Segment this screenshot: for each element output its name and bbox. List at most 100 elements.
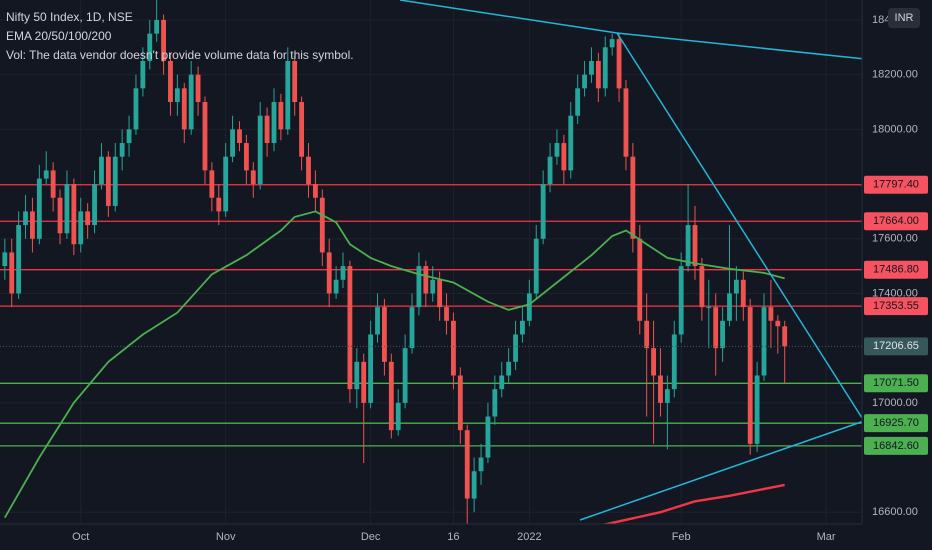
currency-label[interactable]: INR: [895, 12, 914, 24]
candle-body: [520, 320, 525, 335]
candle-body: [685, 225, 691, 267]
candle-body: [526, 293, 532, 321]
y-tick-label: 17600.00: [872, 233, 918, 245]
grid: [0, 0, 862, 524]
candle-body: [561, 143, 567, 171]
candle-body: [216, 197, 222, 212]
candle-body: [457, 375, 463, 431]
axes: 18400.0018200.0018000.0017600.0017400.00…: [72, 14, 928, 543]
candle-body: [278, 102, 284, 130]
candle-body: [485, 416, 491, 458]
candle-body: [761, 307, 767, 376]
candle-body: [747, 307, 753, 444]
candle-body: [368, 334, 374, 403]
candle-body: [423, 266, 429, 294]
candle-body: [575, 88, 581, 116]
candle-body: [727, 293, 732, 321]
candle-body: [285, 60, 291, 130]
candle-body: [306, 156, 311, 185]
candle-body: [140, 60, 146, 89]
level-label: 17353.55: [873, 300, 919, 312]
candle-body: [733, 279, 739, 294]
candle-body: [23, 211, 28, 226]
candle-body: [395, 402, 401, 431]
level-label-box: [864, 175, 928, 194]
candle-body: [2, 252, 8, 267]
candle-body: [195, 74, 201, 103]
level-label-box: [864, 297, 928, 316]
candle-body: [713, 307, 719, 349]
candle-body: [340, 266, 346, 280]
candle-body: [651, 348, 656, 376]
candle-body: [658, 375, 663, 403]
level-label-box: [864, 260, 928, 279]
candle-body: [616, 39, 622, 89]
candle-body: [133, 88, 139, 130]
candle-body: [381, 307, 387, 362]
currency-button[interactable]: [888, 8, 920, 28]
candle-body: [16, 225, 22, 294]
candle-body: [99, 156, 104, 185]
last-price-label: 17206.65: [873, 340, 919, 352]
volume-note: Vol: The data vendor doesn't provide vol…: [6, 48, 354, 62]
candle-body: [471, 471, 477, 499]
candle-body: [354, 361, 360, 390]
candle-body: [181, 88, 187, 130]
candle-body: [589, 60, 594, 75]
plot-area: [0, 0, 862, 550]
candle-body: [623, 88, 629, 157]
candle-body: [644, 320, 650, 349]
candle-body: [402, 348, 408, 403]
x-tick-label: Oct: [72, 531, 89, 543]
candle-body: [85, 211, 91, 226]
level-label-box: [864, 374, 928, 393]
candle-body: [347, 266, 353, 390]
candle-body: [119, 143, 125, 157]
candle-body: [154, 19, 160, 34]
candle-body: [740, 279, 746, 308]
candle-body: [292, 60, 298, 103]
candle-body: [637, 238, 643, 321]
candle-body: [568, 115, 574, 171]
candle-body: [554, 143, 560, 157]
ema-line: [4, 210, 785, 519]
level-label: 17071.50: [873, 377, 919, 389]
level-label: 16842.60: [873, 440, 919, 452]
candle-body: [478, 457, 484, 472]
y-tick-label: 17000.00: [872, 397, 918, 409]
candle-body: [692, 225, 698, 267]
candle-body: [375, 307, 380, 335]
candle-body: [147, 33, 153, 61]
level-label: 17797.40: [873, 179, 919, 191]
candle-body: [161, 19, 166, 61]
candle-body: [168, 60, 173, 103]
candle-body: [257, 115, 263, 185]
candle-body: [451, 320, 456, 376]
candle-body: [92, 184, 97, 226]
candle-body: [326, 252, 332, 294]
level-label-box: [864, 414, 928, 433]
candle-body: [699, 266, 705, 308]
candle-body: [230, 129, 235, 157]
candle-body: [492, 389, 498, 417]
y-tick-label: 18000.00: [872, 123, 918, 135]
candle-body: [78, 211, 84, 245]
candle-body: [333, 279, 339, 294]
candle-body: [319, 197, 325, 253]
trend-line: [399, 0, 618, 34]
candle-body: [775, 320, 781, 327]
time-axis: [0, 524, 862, 550]
candle-body: [671, 334, 677, 390]
candle-body: [664, 389, 670, 403]
candle-body: [271, 102, 277, 144]
level-label-box: [864, 436, 928, 455]
candle-body: [174, 88, 180, 103]
candle-body: [706, 307, 712, 309]
x-tick-label: Dec: [361, 531, 381, 543]
trend-line: [616, 32, 865, 422]
candle-body: [50, 170, 56, 198]
candle-body: [43, 170, 49, 179]
x-tick-label: 2022: [517, 531, 541, 543]
y-tick-label: 18200.00: [872, 69, 918, 81]
